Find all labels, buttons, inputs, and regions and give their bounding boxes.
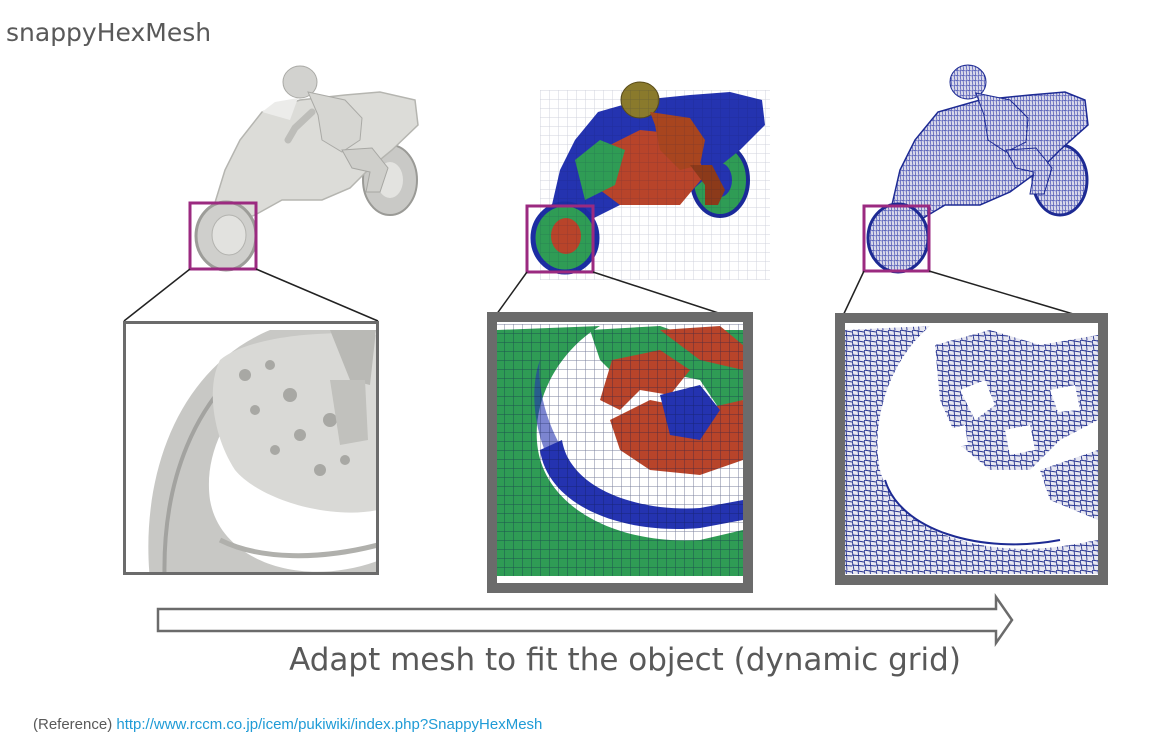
- front-disc: [211, 214, 247, 256]
- tyre-wire-cells: [845, 326, 1098, 574]
- zoom-surface: [123, 321, 379, 575]
- zoom-hexmesh: [487, 312, 753, 593]
- rider-torso: [307, 91, 363, 153]
- mesh-overlay: [540, 90, 770, 280]
- zoom-line-right-1: [255, 268, 379, 322]
- fairing-wire: [883, 91, 1089, 237]
- brake-disc: [212, 333, 376, 513]
- slide-title: snappyHexMesh: [6, 18, 212, 47]
- rider-arm: [284, 108, 316, 144]
- helmet-wire: [949, 64, 987, 100]
- fork: [330, 380, 368, 445]
- windscreen: [262, 98, 298, 120]
- process-arrow: [156, 593, 1014, 647]
- hex-cell-grid: [497, 324, 743, 576]
- zoom-box-3: [862, 204, 931, 273]
- leg-wire: [1005, 147, 1053, 195]
- disc-wire-cells: [935, 330, 1098, 470]
- process-caption: Adapt mesh to fit the object (dynamic gr…: [289, 642, 961, 678]
- reference-label: (Reference): [33, 716, 113, 733]
- rider-wire: [975, 92, 1029, 153]
- motorbike-surface: [194, 65, 419, 272]
- front-wheel-wire: [866, 202, 930, 274]
- reference-link[interactable]: http://www.rccm.co.jp/icem/pukiwiki/inde…: [116, 716, 543, 733]
- motorbike-hexmesh: [530, 81, 770, 280]
- rider-leg: [341, 147, 389, 193]
- zoom-box-2: [525, 204, 595, 274]
- zoom-line-left-1: [123, 268, 191, 322]
- motorbike-snapped: [866, 64, 1089, 274]
- zoom-box-1: [188, 201, 258, 271]
- tyre-closeup: [148, 330, 376, 572]
- reference-line: (Reference) http://www.rccm.co.jp/icem/p…: [33, 716, 542, 733]
- fairing: [203, 91, 419, 237]
- zoom-snapped: [835, 313, 1108, 585]
- rider-helmet: [282, 65, 318, 99]
